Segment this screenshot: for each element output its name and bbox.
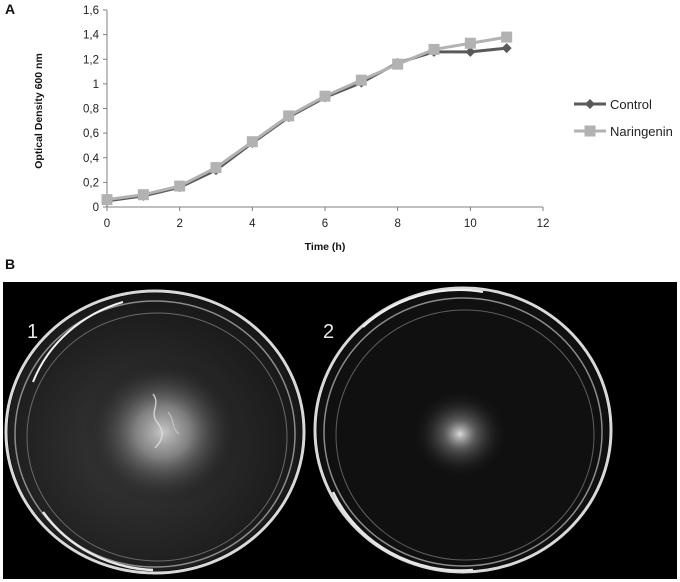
x-tick-label: 6 <box>322 218 328 230</box>
y-tick-label: 0,6 <box>83 128 99 140</box>
data-point-naringenin <box>501 31 513 43</box>
y-tick-label: 1 <box>93 79 99 91</box>
series-control <box>102 43 512 206</box>
x-axis-title: Time (h) <box>305 241 346 253</box>
data-point-naringenin <box>464 37 476 49</box>
y-axis-ticks: 0 0,2 0,4 0,6 0,8 1 1,2 1,4 1,6 <box>83 5 107 214</box>
dish-2-label: 2 <box>323 321 334 343</box>
y-tick-label: 1,4 <box>83 30 100 42</box>
data-point-control <box>501 43 512 54</box>
x-tick-label: 12 <box>537 218 550 230</box>
y-axis-title: Optical Density 600 nm <box>33 53 45 169</box>
data-point-naringenin <box>428 43 440 55</box>
data-point-naringenin <box>137 189 149 201</box>
data-point-naringenin <box>355 74 367 86</box>
data-point-naringenin <box>101 194 113 206</box>
petri-dish-2 <box>313 286 613 574</box>
y-tick-label: 1,2 <box>83 54 99 66</box>
series-line-control <box>106 46 507 203</box>
series-naringenin <box>101 31 513 206</box>
y-tick-label: 0,8 <box>83 104 99 116</box>
data-point-control <box>465 46 476 57</box>
panel-b-label: B <box>5 256 16 272</box>
legend-marker <box>585 99 595 109</box>
data-point-naringenin <box>210 162 222 174</box>
chart-axes <box>106 10 543 208</box>
growth-curve-chart: 0 2 4 6 8 10 12 0 0,2 0,4 0,6 0,8 1 1,2 1,4 1,6 Time (… <box>33 5 673 253</box>
data-point-naringenin <box>174 180 186 192</box>
dish-1-label: 1 <box>27 321 38 343</box>
series-line-naringenin <box>106 35 507 202</box>
y-tick-label: 1,6 <box>83 5 99 17</box>
data-point-naringenin <box>246 136 258 148</box>
legend-label: Control <box>610 97 652 112</box>
data-point-naringenin <box>319 90 331 102</box>
data-point-naringenin <box>283 110 295 122</box>
data-point-naringenin <box>392 58 404 70</box>
x-tick-label: 4 <box>249 218 256 230</box>
x-tick-label: 10 <box>464 218 477 230</box>
chart-legend: Control Naringenin <box>574 97 673 139</box>
chart-series <box>101 31 513 206</box>
petri-dish-1 <box>4 289 306 575</box>
y-tick-label: 0 <box>93 202 99 214</box>
panel-a-label: A <box>5 1 16 17</box>
x-tick-label: 8 <box>394 218 400 230</box>
legend-marker <box>584 125 596 137</box>
x-axis-ticks: 0 2 4 6 8 10 12 <box>104 207 550 230</box>
y-tick-label: 0,4 <box>83 153 100 165</box>
x-tick-label: 0 <box>104 218 110 230</box>
x-tick-label: 2 <box>176 218 182 230</box>
petri-dish-photo: 1 2 <box>3 282 677 579</box>
y-tick-label: 0,2 <box>83 177 99 189</box>
legend-label: Naringenin <box>610 124 673 139</box>
